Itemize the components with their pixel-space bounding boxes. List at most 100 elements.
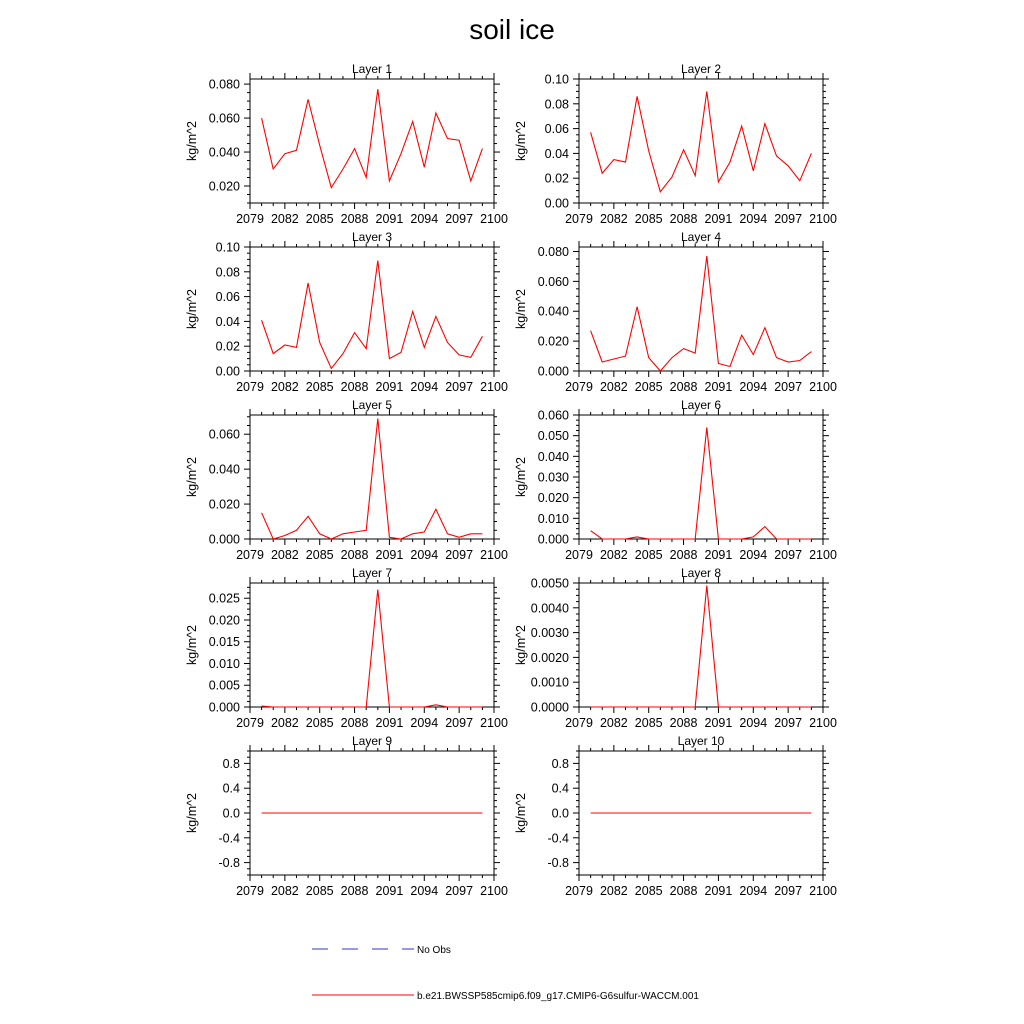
series-line — [261, 89, 483, 190]
x-tick-label: 2100 — [480, 716, 508, 730]
x-tick-label: 2097 — [445, 548, 473, 562]
x-tick-label: 2094 — [410, 548, 438, 562]
x-tick-label: 2094 — [739, 548, 767, 562]
y-tick-label: 0.040 — [209, 463, 240, 477]
y-tick-label: 0.000 — [538, 365, 569, 379]
y-tick-label: -0.4 — [218, 831, 240, 845]
x-tick-label: 2091 — [376, 884, 404, 898]
x-tick-label: 2097 — [774, 716, 802, 730]
panel-title: Layer 9 — [352, 734, 392, 748]
panel-title: Layer 3 — [352, 230, 392, 244]
y-tick-label: 0.4 — [552, 782, 569, 796]
y-tick-label: 0.02 — [545, 172, 569, 186]
y-tick-label: 0.10 — [216, 241, 240, 255]
series-line — [590, 585, 812, 708]
plot-frame — [578, 246, 824, 372]
x-tick-label: 2082 — [600, 716, 628, 730]
panel-layer-7: Layer 7 2079 2082 2085 2088 2091 2094 2097 2100 0… — [185, 566, 508, 730]
y-tick-label: 0.06 — [216, 290, 240, 304]
x-tick-label: 2100 — [809, 548, 837, 562]
y-tick-label: 0.000 — [538, 533, 569, 547]
y-tick-label: 0.060 — [538, 409, 569, 423]
y-tick-label: 0.040 — [209, 146, 240, 160]
plot-frame — [578, 414, 824, 540]
panel-layer-1: Layer 1 2079 2082 2085 2088 2091 2094 2097 2100 0… — [185, 62, 508, 226]
x-tick-label: 2100 — [480, 884, 508, 898]
panel-layer-4: Layer 4 2079 2082 2085 2088 2091 2094 2097 2100 0… — [514, 230, 837, 394]
series-line — [590, 91, 812, 193]
y-tick-label: 0.06 — [545, 122, 569, 136]
x-tick-label: 2091 — [376, 380, 404, 394]
panel-title: Layer 2 — [681, 62, 721, 76]
y-tick-label: 0.00 — [545, 197, 569, 211]
x-tick-label: 2079 — [236, 212, 264, 226]
y-tick-label: 0.0000 — [531, 701, 569, 715]
x-tick-label: 2094 — [410, 380, 438, 394]
series-line — [590, 427, 812, 540]
y-tick-label: 0.000 — [209, 701, 240, 715]
x-tick-label: 2082 — [271, 380, 299, 394]
plot-frame — [249, 414, 495, 540]
x-tick-label: 2082 — [600, 212, 628, 226]
x-tick-label: 2088 — [341, 212, 369, 226]
y-tick-label: -0.8 — [218, 856, 240, 870]
x-tick-label: 2085 — [635, 212, 663, 226]
legend-label-2: b.e21.BWSSP585cmip6.f09_g17.CMIP6-G6sulf… — [417, 991, 699, 1002]
y-tick-label: 0.030 — [538, 471, 569, 485]
panel-title: Layer 5 — [352, 398, 392, 412]
x-tick-label: 2088 — [341, 548, 369, 562]
y-tick-label: 0.00 — [216, 365, 240, 379]
x-tick-label: 2079 — [236, 884, 264, 898]
x-tick-label: 2100 — [809, 884, 837, 898]
x-tick-label: 2094 — [739, 716, 767, 730]
y-tick-label: 0.10 — [545, 73, 569, 87]
x-tick-label: 2097 — [774, 548, 802, 562]
panel-layer-3: Layer 3 2079 2082 2085 2088 2091 2094 2097 2100 0… — [185, 230, 508, 394]
y-tick-label: 0.050 — [538, 429, 569, 443]
y-axis-label: kg/m^2 — [514, 121, 528, 161]
y-tick-label: 0.080 — [209, 78, 240, 92]
x-tick-label: 2097 — [445, 380, 473, 394]
x-tick-label: 2079 — [565, 548, 593, 562]
x-tick-label: 2088 — [670, 548, 698, 562]
panel-layer-8: Layer 8 2079 2082 2085 2088 2091 2094 2097 2100 0… — [514, 566, 837, 730]
panel-layer-6: Layer 6 2079 2082 2085 2088 2091 2094 2097 2100 0… — [514, 398, 837, 562]
y-axis-label: kg/m^2 — [514, 625, 528, 665]
x-tick-label: 2100 — [480, 212, 508, 226]
plot-frame — [249, 582, 495, 708]
y-axis-label: kg/m^2 — [514, 289, 528, 329]
x-tick-label: 2082 — [600, 548, 628, 562]
plot-frame — [249, 78, 495, 204]
x-tick-label: 2097 — [445, 716, 473, 730]
x-tick-label: 2088 — [670, 884, 698, 898]
y-tick-label: 0.040 — [538, 450, 569, 464]
series-line — [261, 418, 483, 540]
y-tick-label: 0.010 — [209, 657, 240, 671]
x-tick-label: 2091 — [376, 212, 404, 226]
y-tick-label: 0.080 — [538, 245, 569, 259]
x-tick-label: 2082 — [271, 212, 299, 226]
y-tick-label: 0.08 — [216, 265, 240, 279]
x-tick-label: 2079 — [565, 212, 593, 226]
x-tick-label: 2082 — [271, 716, 299, 730]
x-tick-label: 2097 — [445, 212, 473, 226]
y-tick-label: 0.040 — [538, 305, 569, 319]
y-tick-label: 0.0 — [552, 807, 569, 821]
panel-layer-5: Layer 5 2079 2082 2085 2088 2091 2094 2097 2100 0… — [185, 398, 508, 562]
x-tick-label: 2097 — [774, 884, 802, 898]
x-tick-label: 2100 — [809, 716, 837, 730]
x-tick-label: 2085 — [635, 884, 663, 898]
y-tick-label: 0.020 — [538, 335, 569, 349]
y-tick-label: 0.010 — [538, 512, 569, 526]
y-tick-label: 0.020 — [209, 613, 240, 627]
x-tick-label: 2100 — [480, 380, 508, 394]
panel-title: Layer 7 — [352, 566, 392, 580]
x-tick-label: 2091 — [376, 548, 404, 562]
x-tick-label: 2094 — [739, 212, 767, 226]
chart-main-title: soil ice — [469, 14, 555, 45]
plot-frame — [578, 78, 824, 204]
x-tick-label: 2091 — [705, 548, 733, 562]
x-tick-label: 2097 — [445, 884, 473, 898]
x-tick-label: 2094 — [410, 884, 438, 898]
